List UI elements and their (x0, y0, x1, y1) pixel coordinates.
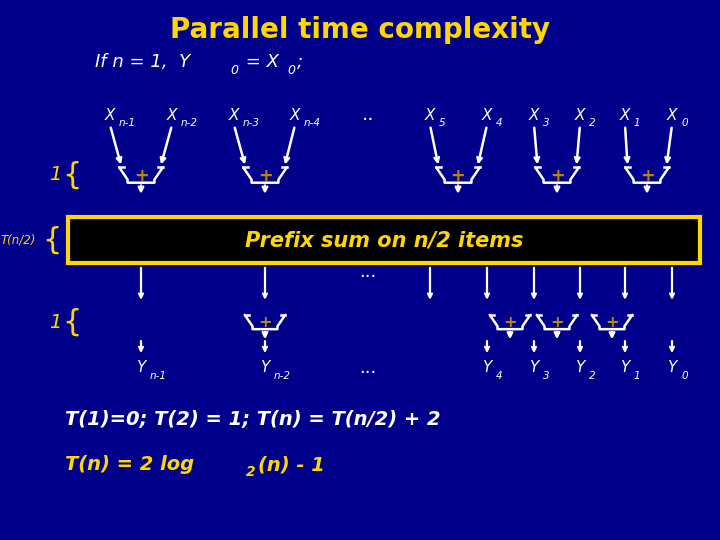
Text: X: X (425, 107, 436, 123)
Text: 5: 5 (439, 118, 446, 128)
Text: +: + (606, 315, 618, 330)
Text: 3: 3 (543, 118, 549, 128)
Text: Y: Y (621, 361, 630, 375)
Text: X: X (667, 107, 678, 123)
Text: Y: Y (261, 361, 270, 375)
Text: +: + (258, 167, 272, 185)
Text: +: + (451, 167, 465, 185)
Text: +: + (549, 167, 564, 185)
Text: 4: 4 (496, 118, 503, 128)
Text: 2: 2 (246, 465, 256, 479)
Text: If n = 1,  Y: If n = 1, Y (95, 53, 190, 71)
Text: Y: Y (529, 361, 539, 375)
Text: 1: 1 (49, 313, 61, 332)
Text: n-4: n-4 (304, 118, 321, 128)
Text: {: { (63, 160, 81, 190)
Text: T(n) = 2 log: T(n) = 2 log (65, 456, 194, 475)
Text: ..: .. (361, 105, 374, 125)
Text: Y: Y (575, 361, 585, 375)
Text: +: + (258, 315, 272, 330)
Text: 1: 1 (49, 165, 61, 185)
Text: X: X (575, 107, 585, 123)
Text: ;: ; (297, 53, 303, 71)
Text: {: { (63, 307, 81, 336)
Text: ...: ... (359, 263, 377, 281)
Text: n-1: n-1 (119, 118, 136, 128)
Text: Parallel time complexity: Parallel time complexity (170, 16, 550, 44)
Text: n-2: n-2 (274, 371, 291, 381)
Text: 0: 0 (681, 371, 688, 381)
Text: X: X (528, 107, 539, 123)
Text: X: X (620, 107, 630, 123)
Text: 3: 3 (543, 371, 549, 381)
Text: (n) - 1: (n) - 1 (258, 456, 325, 475)
Text: X: X (289, 107, 300, 123)
Text: = X: = X (240, 53, 279, 71)
Text: T(n/2): T(n/2) (0, 233, 36, 246)
Text: X: X (167, 107, 177, 123)
Text: T(1)=0; T(2) = 1; T(n) = T(n/2) + 2: T(1)=0; T(2) = 1; T(n) = T(n/2) + 2 (65, 410, 441, 429)
Text: Y: Y (136, 361, 145, 375)
Text: {: { (42, 226, 62, 254)
Text: ...: ... (359, 359, 377, 377)
Text: Y: Y (482, 361, 492, 375)
Text: +: + (639, 167, 654, 185)
Text: X: X (104, 107, 115, 123)
Text: 1: 1 (634, 118, 641, 128)
Text: +: + (503, 315, 517, 330)
Bar (68, 217, 700, 263)
Text: 4: 4 (496, 371, 503, 381)
Text: n-1: n-1 (150, 371, 167, 381)
Text: Prefix sum on n/2 items: Prefix sum on n/2 items (245, 230, 523, 250)
Text: +: + (134, 167, 148, 185)
Text: 0: 0 (230, 64, 238, 77)
Text: Y: Y (667, 361, 677, 375)
Text: n-3: n-3 (243, 118, 260, 128)
Text: 2: 2 (589, 371, 595, 381)
Text: X: X (229, 107, 239, 123)
Text: 0: 0 (287, 64, 295, 77)
Text: 1: 1 (634, 371, 641, 381)
Text: 0: 0 (681, 118, 688, 128)
Text: n-2: n-2 (181, 118, 198, 128)
Text: +: + (550, 315, 564, 330)
Text: 2: 2 (589, 118, 595, 128)
Text: X: X (482, 107, 492, 123)
